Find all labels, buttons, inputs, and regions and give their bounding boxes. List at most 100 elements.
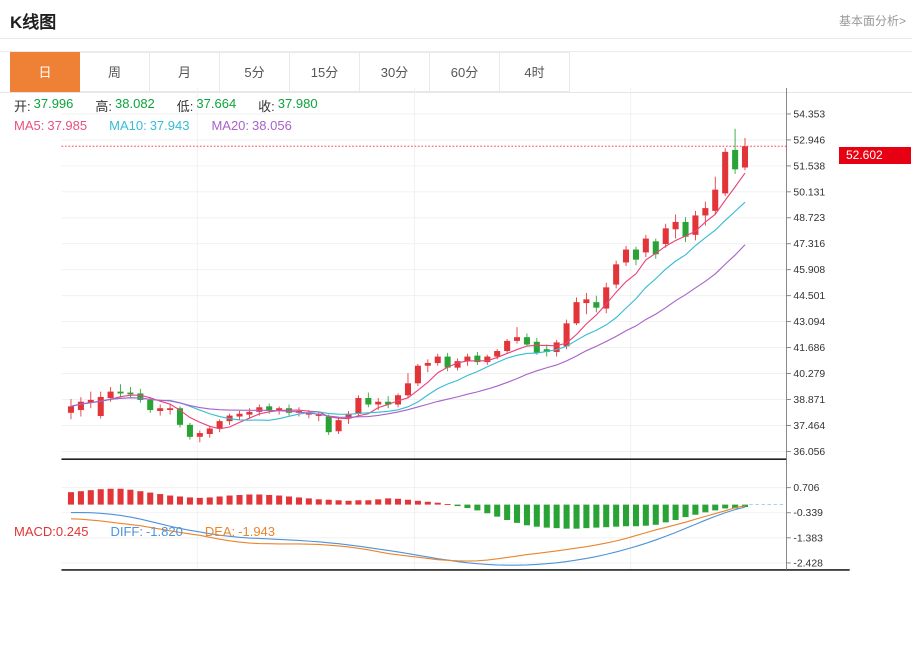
macd-bar bbox=[513, 504, 521, 523]
page-title: K线图 bbox=[10, 13, 57, 32]
macd-bar bbox=[117, 488, 124, 505]
widget-header: K线图 基本面分析> bbox=[0, 0, 912, 39]
price-tick-label: 47.316 bbox=[793, 239, 825, 250]
close-value: 37.980 bbox=[277, 96, 318, 111]
ohlc-info-row: 开: 37.996 高: 38.082 低: 37.664 收: 37.980 bbox=[14, 96, 340, 115]
price-tick-label: 38.871 bbox=[793, 395, 825, 406]
macd-bar bbox=[107, 488, 114, 505]
candle-body bbox=[395, 395, 402, 405]
candle-body bbox=[127, 392, 134, 395]
macd-bar bbox=[375, 499, 382, 505]
tab-15分[interactable]: 15分 bbox=[290, 52, 360, 92]
candle-body bbox=[722, 151, 729, 194]
tab-周[interactable]: 周 bbox=[80, 52, 150, 92]
macd-bar bbox=[573, 504, 580, 529]
macd-bar bbox=[454, 504, 461, 507]
candle-body bbox=[117, 391, 124, 394]
macd-bar bbox=[226, 495, 233, 505]
price-tick-label: 48.723 bbox=[793, 213, 825, 224]
candle-body bbox=[107, 391, 114, 399]
tab-日[interactable]: 日 bbox=[10, 52, 80, 92]
macd-bar bbox=[682, 504, 689, 518]
close-label: 收: bbox=[258, 99, 275, 114]
macd-bar bbox=[494, 504, 501, 517]
fundamental-analysis-link[interactable]: 基本面分析> bbox=[838, 14, 906, 28]
macd-bar bbox=[276, 495, 283, 505]
tab-60分[interactable]: 60分 bbox=[430, 52, 500, 92]
macd-tick-label: -0.339 bbox=[793, 508, 823, 519]
high-value: 38.082 bbox=[115, 96, 155, 111]
macd-bar bbox=[345, 500, 352, 505]
macd-bar bbox=[77, 491, 84, 505]
candle-body bbox=[385, 401, 392, 405]
price-tick-label: 51.538 bbox=[793, 161, 825, 172]
macd-bar bbox=[672, 504, 679, 521]
price-tick-label: 45.908 bbox=[793, 265, 825, 276]
last-price-badge: 52.602 bbox=[839, 147, 911, 164]
macd-bar bbox=[157, 494, 164, 505]
candle-body bbox=[474, 355, 481, 363]
candle-body bbox=[652, 241, 659, 255]
high-label: 高: bbox=[95, 99, 113, 114]
ma-info-row: MA5: 37.985 MA10: 37.943 MA20: 38.056 bbox=[14, 118, 314, 133]
macd-bar bbox=[622, 504, 630, 527]
candle-body bbox=[702, 208, 709, 216]
macd-bar bbox=[176, 496, 184, 505]
macd-bar bbox=[692, 504, 699, 515]
macd-bar bbox=[246, 494, 253, 505]
candle-body bbox=[662, 228, 669, 245]
price-tick-label: 41.686 bbox=[793, 343, 825, 354]
price-tick-label: 40.279 bbox=[793, 369, 825, 380]
tab-30分[interactable]: 30分 bbox=[360, 52, 430, 92]
macd-bar bbox=[722, 504, 729, 509]
macd-bar bbox=[414, 500, 421, 505]
ma20-line bbox=[70, 244, 746, 418]
candle-body bbox=[216, 421, 223, 429]
candle-body bbox=[712, 189, 719, 211]
tab-5分[interactable]: 5分 bbox=[220, 52, 290, 92]
price-tick-label: 43.094 bbox=[793, 317, 825, 328]
macd-bar bbox=[613, 504, 620, 527]
price-tick-label: 50.131 bbox=[793, 187, 825, 198]
candle-body bbox=[563, 323, 570, 347]
tab-月[interactable]: 月 bbox=[150, 52, 220, 92]
candle-body bbox=[325, 416, 332, 433]
kline-chart[interactable]: 54.353 52.946 51.538 50.131 48.723 47.316 45.9… bbox=[0, 88, 912, 653]
candle-body bbox=[454, 361, 461, 368]
macd-bar bbox=[365, 500, 372, 505]
candle-body bbox=[444, 356, 451, 368]
ma20-pair: MA20: 38.056 bbox=[211, 118, 291, 133]
macd-bar bbox=[137, 491, 144, 505]
candle-body bbox=[523, 337, 530, 345]
candle-body bbox=[87, 399, 94, 403]
macd-bar bbox=[186, 497, 193, 505]
macd-bar bbox=[325, 499, 332, 505]
high-pair: 高: 38.082 bbox=[95, 96, 154, 115]
candle-body bbox=[375, 401, 382, 405]
low-label: 低: bbox=[176, 99, 194, 114]
candle-body bbox=[553, 342, 560, 352]
macd-bar bbox=[712, 504, 719, 511]
candle-body bbox=[206, 428, 213, 435]
macd-bar bbox=[167, 495, 174, 505]
macd-bar bbox=[474, 504, 481, 511]
period-tabbar: 日周月 5分 15分 30分 60分 4时 bbox=[0, 51, 912, 93]
candle-body bbox=[196, 433, 203, 437]
tab-4时[interactable]: 4时 bbox=[500, 52, 570, 92]
candle-body bbox=[137, 393, 144, 400]
macd-bar bbox=[642, 504, 649, 526]
macd-bar bbox=[652, 504, 659, 525]
macd-bar bbox=[206, 497, 213, 505]
candle-body bbox=[543, 349, 550, 352]
macd-bar bbox=[702, 504, 709, 513]
diff-pair: DIFF: -1.820 bbox=[110, 524, 182, 539]
price-tick-label: 37.464 bbox=[793, 421, 825, 432]
candle-body bbox=[741, 146, 749, 168]
ma10-label: MA10: bbox=[109, 118, 147, 133]
candle-body bbox=[692, 215, 699, 235]
macd-bar bbox=[256, 494, 263, 505]
candle-body bbox=[157, 408, 164, 411]
macd-bar bbox=[504, 504, 511, 521]
candle-body bbox=[404, 383, 412, 396]
